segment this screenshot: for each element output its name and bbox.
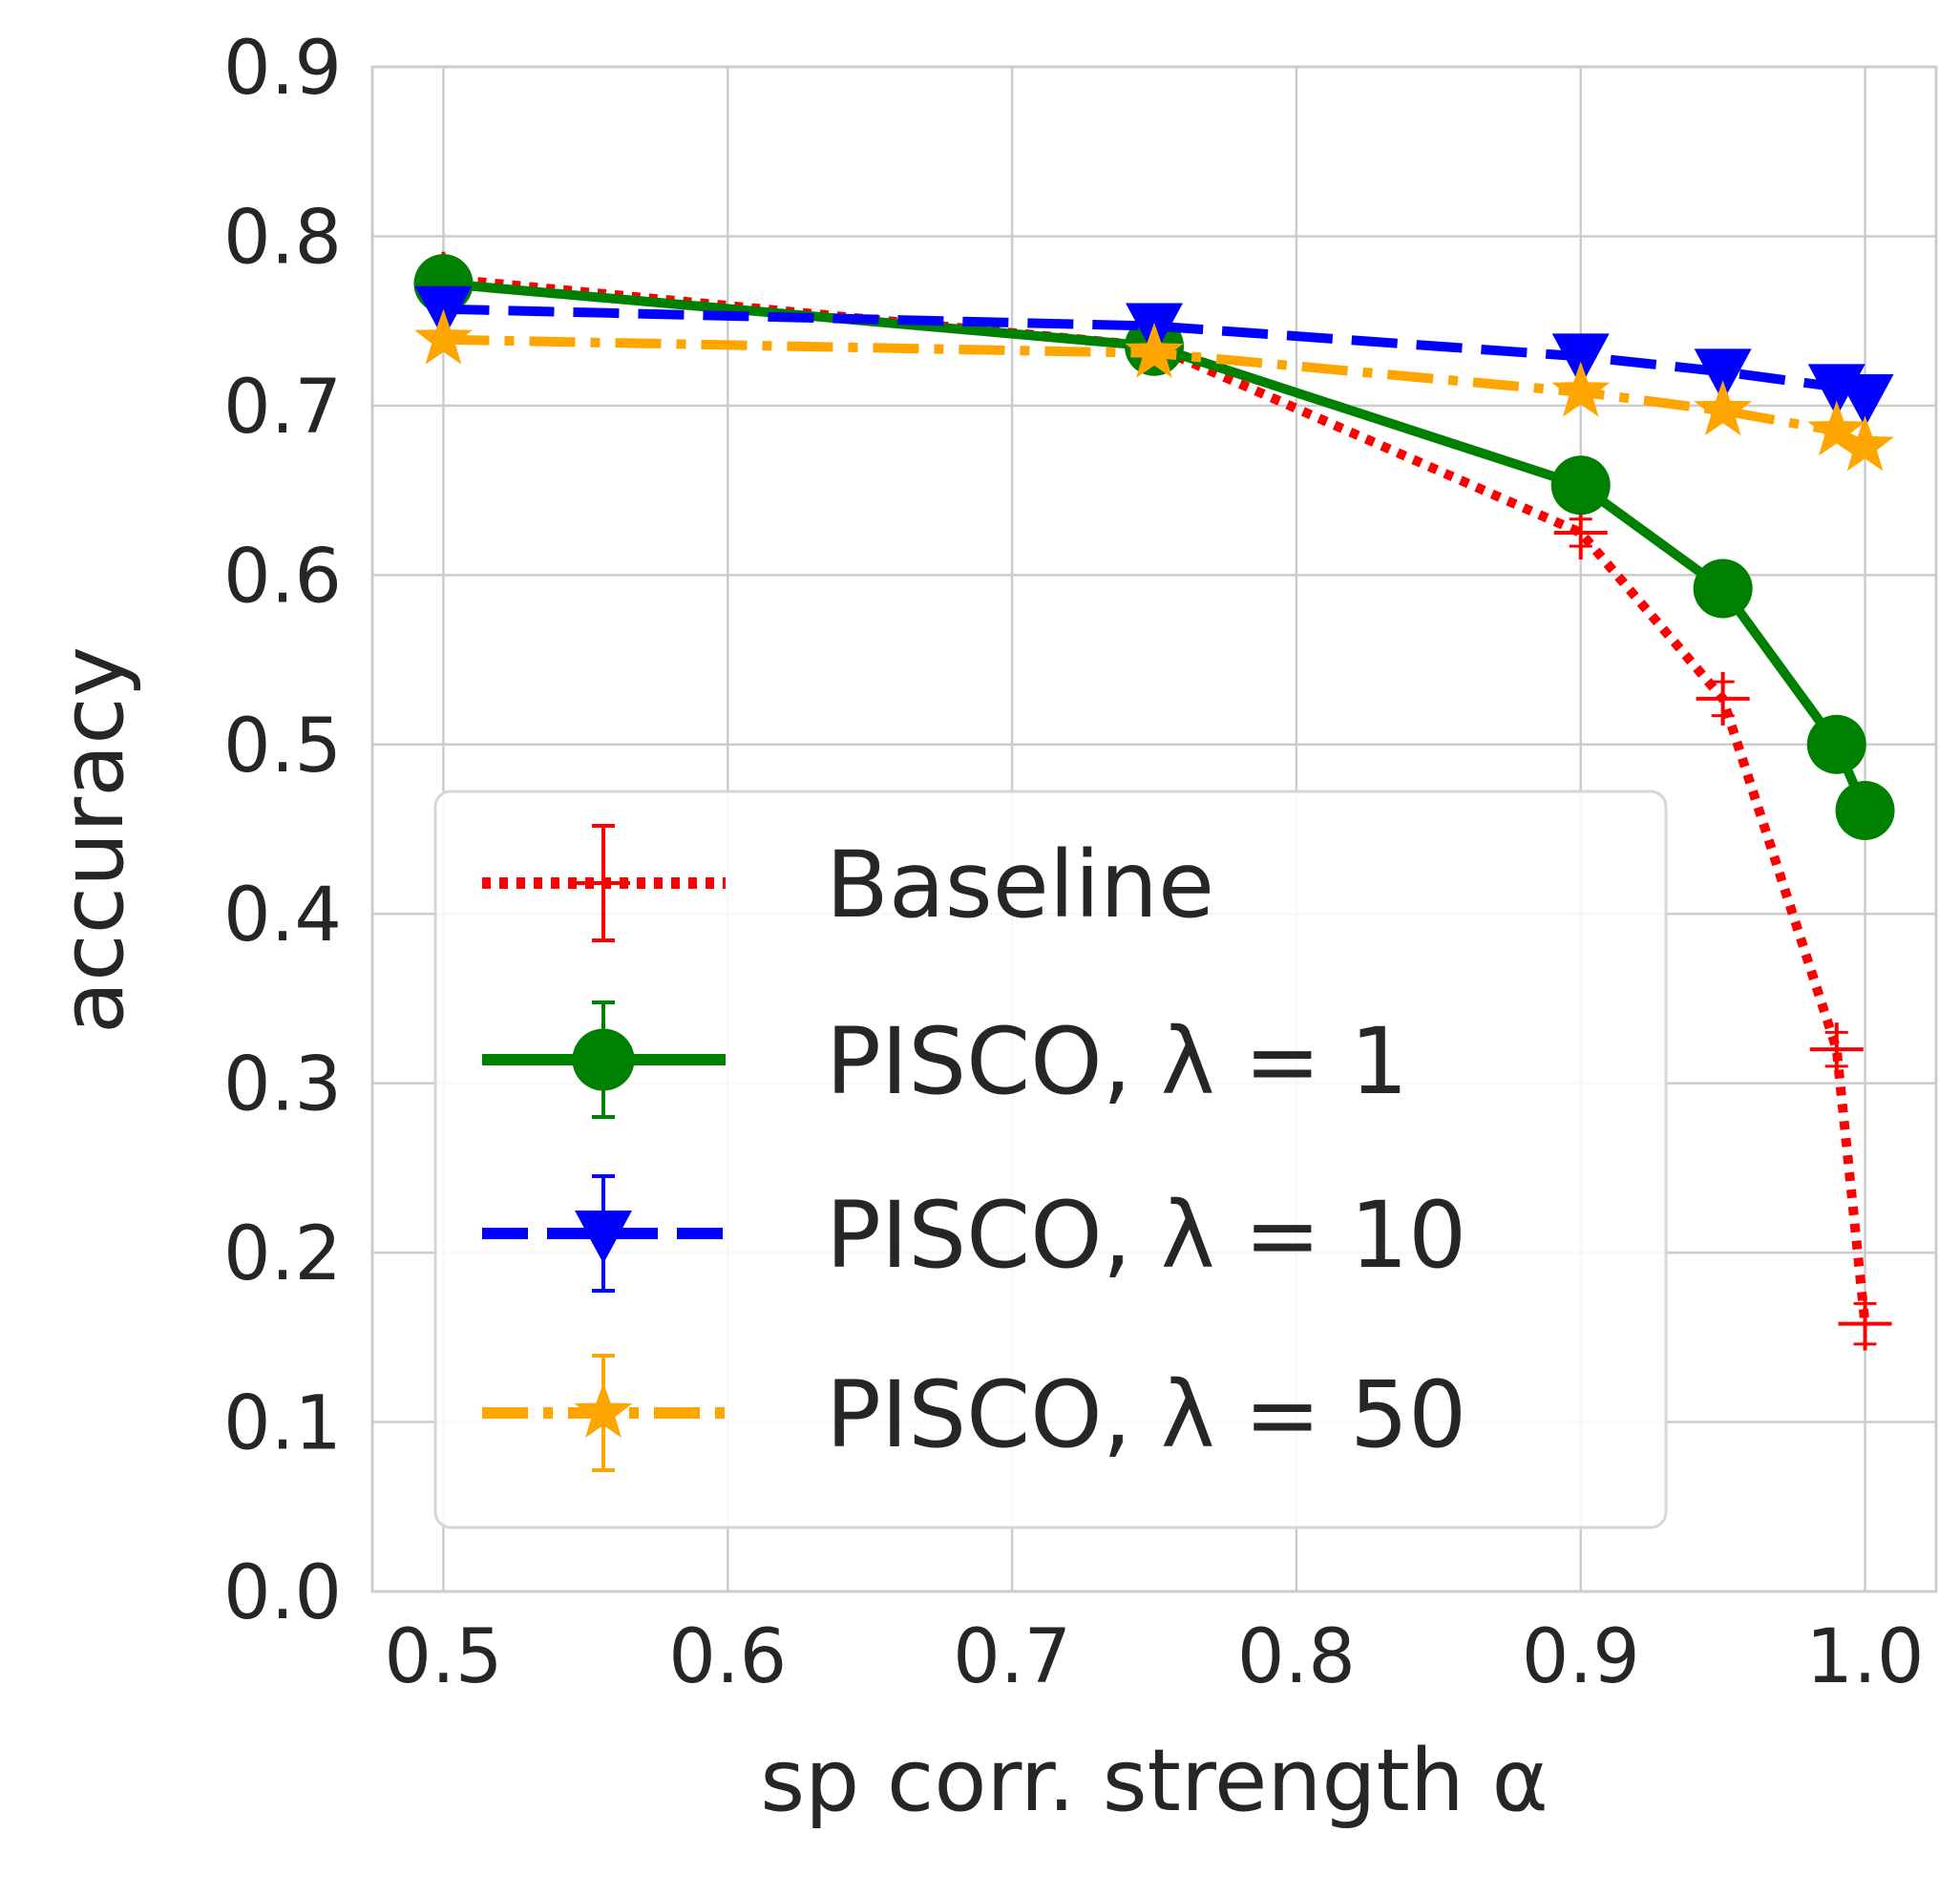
data-point-triangle [575, 1211, 632, 1264]
data-point-circle [1835, 780, 1895, 840]
tick-labels: 0.0 0.1 0.2 0.3 0.4 0.5 0.6 0.7 0.8 0.9 0.5 0.6 0.7 0… [223, 26, 1925, 1700]
data-point-star [1807, 400, 1866, 456]
plot-frame [370, 65, 1938, 1593]
legend-label: Baseline [826, 832, 1214, 938]
data-point-star [1551, 361, 1611, 417]
data-point-star [574, 1382, 633, 1438]
y-tick-label: 0.4 [223, 873, 342, 959]
y-tick-label: 0.7 [223, 365, 342, 451]
x-tick-label: 1.0 [1806, 1614, 1925, 1700]
series-2 [414, 285, 1894, 428]
data-point-triangle [1836, 374, 1894, 428]
data-point-plus [1838, 1296, 1892, 1351]
series-line [443, 273, 1870, 1325]
legend: Baseline PISCO, λ = 1 PISCO, λ = 10 PISCO, … [433, 790, 1668, 1529]
data-point-triangle [1694, 348, 1752, 402]
legend-entry-2: PISCO, λ = 10 [482, 1174, 1466, 1293]
y-tick-label: 0.0 [223, 1550, 342, 1636]
series-3 [414, 308, 1894, 472]
y-tick-label: 0.3 [223, 1043, 342, 1128]
y-tick-label: 0.2 [223, 1211, 342, 1297]
data-point-triangle [1551, 333, 1610, 387]
legend-label: PISCO, λ = 10 [826, 1182, 1466, 1289]
x-tick-label: 0.9 [1522, 1614, 1640, 1700]
data-point-star [1694, 380, 1753, 436]
y-tick-label: 0.8 [223, 195, 342, 281]
data-point-star [1836, 415, 1894, 472]
data-point-star [414, 308, 473, 365]
x-axis-label: sp corr. strength α [760, 1731, 1549, 1831]
data-point-plus [577, 856, 630, 910]
legend-entry-3: PISCO, λ = 50 [482, 1354, 1466, 1472]
y-tick-label: 0.9 [223, 26, 342, 112]
x-tick-label: 0.7 [953, 1614, 1071, 1700]
legend-entry-1: PISCO, λ = 1 [482, 1001, 1408, 1119]
data-point-plus [1809, 1022, 1864, 1077]
y-tick-label: 0.1 [223, 1381, 342, 1467]
legend-label: PISCO, λ = 50 [826, 1361, 1466, 1468]
legend-entry-0: Baseline [482, 824, 1214, 942]
x-tick-label: 0.6 [668, 1614, 787, 1700]
legend-label: PISCO, λ = 1 [826, 1008, 1408, 1115]
data-point-star [1125, 322, 1184, 378]
plot-area [413, 251, 1895, 1351]
x-tick-label: 0.8 [1237, 1614, 1356, 1700]
data-point-plus [1553, 505, 1608, 559]
data-point-circle [572, 1028, 635, 1091]
y-axis-label: accuracy [43, 646, 143, 1034]
legend-frame [433, 790, 1668, 1529]
y-tick-label: 0.5 [223, 704, 342, 790]
data-point-plus [1696, 671, 1750, 726]
data-point-circle [1550, 455, 1611, 516]
x-tick-label: 0.5 [384, 1614, 502, 1700]
y-tick-label: 0.6 [223, 534, 342, 620]
data-point-circle [1806, 714, 1866, 774]
data-point-circle [1693, 558, 1753, 619]
